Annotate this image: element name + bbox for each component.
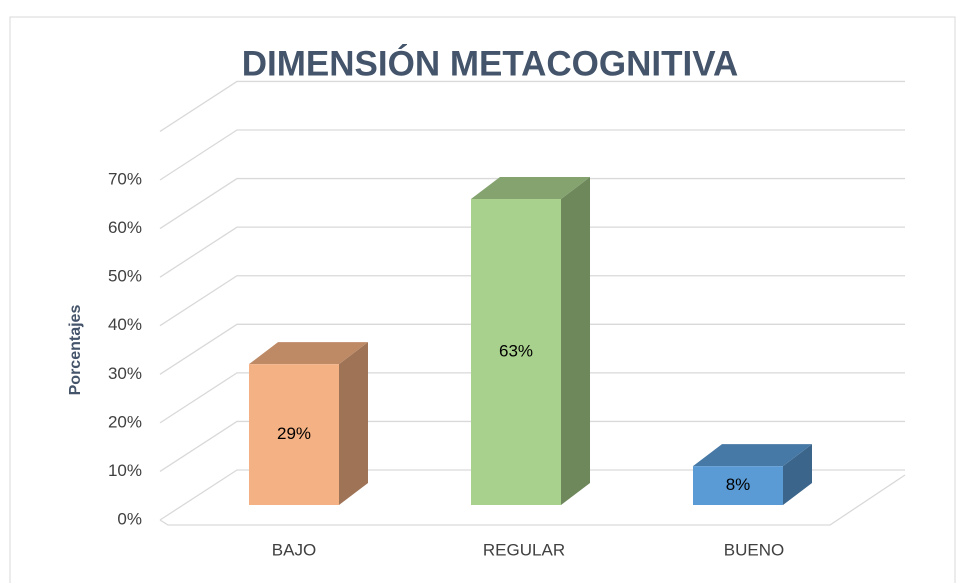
grid-line bbox=[159, 323, 905, 375]
bar-top bbox=[249, 342, 368, 365]
y-tick-label: 70% bbox=[108, 169, 142, 188]
y-tick-label: 40% bbox=[108, 315, 142, 334]
grid-line bbox=[159, 420, 905, 472]
y-tick-label: 10% bbox=[108, 461, 142, 480]
y-tick-label: 50% bbox=[108, 267, 142, 286]
grid-line bbox=[159, 275, 905, 327]
grid-line bbox=[159, 372, 905, 424]
y-tick-label: 20% bbox=[108, 412, 142, 431]
grid-line bbox=[159, 129, 905, 181]
x-tick-label: BAJO bbox=[272, 540, 316, 559]
y-tick-label: 30% bbox=[108, 364, 142, 383]
y-axis-label: Porcentajes bbox=[67, 305, 84, 396]
bar-top bbox=[471, 177, 590, 200]
bar-top bbox=[693, 444, 812, 467]
grid-line bbox=[159, 469, 905, 521]
chart-title: DIMENSIÓN METACOGNITIVA bbox=[242, 43, 738, 83]
data-label: 8% bbox=[726, 475, 751, 494]
grid-line bbox=[159, 226, 905, 278]
data-label: 29% bbox=[277, 424, 311, 443]
data-label: 63% bbox=[499, 341, 533, 360]
bar-side bbox=[783, 444, 812, 505]
y-tick-label: 0% bbox=[117, 509, 142, 528]
x-tick-label: BUENO bbox=[724, 540, 784, 559]
grid-line bbox=[159, 177, 905, 230]
x-tick-label: REGULAR bbox=[483, 540, 565, 559]
bar bbox=[471, 199, 561, 505]
bar-side bbox=[561, 177, 590, 505]
bar-side bbox=[339, 342, 368, 505]
bar bbox=[693, 466, 783, 505]
y-tick-label: 60% bbox=[108, 218, 142, 237]
back-wall-top bbox=[159, 80, 905, 132]
floor-edge bbox=[159, 474, 906, 526]
bar bbox=[249, 364, 339, 505]
